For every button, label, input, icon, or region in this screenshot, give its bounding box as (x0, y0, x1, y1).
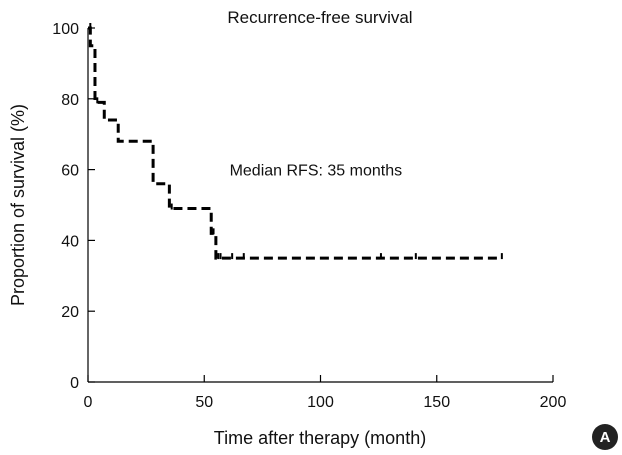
panel-badge-circle (592, 424, 618, 450)
y-tick-label: 100 (52, 21, 79, 38)
censor-marks (89, 23, 503, 260)
x-tick-label: 200 (540, 394, 567, 411)
y-tick-label: 0 (70, 375, 79, 392)
panel-badge-label: A (600, 429, 611, 446)
y-axis-ticks: 0 20 40 60 80 100 (52, 21, 95, 392)
x-axis-ticks: 0 50 100 150 200 (84, 375, 567, 411)
y-tick-label: 40 (61, 233, 79, 250)
median-rfs-annotation: Median RFS: 35 months (230, 163, 403, 180)
y-tick-label: 60 (61, 163, 79, 180)
chart-title: Recurrence-free survival (227, 8, 412, 27)
y-tick-label: 20 (61, 304, 79, 321)
survival-step-line (88, 26, 502, 260)
x-tick-label: 0 (84, 394, 93, 411)
x-tick-label: 100 (307, 394, 334, 411)
x-axis-title: Time after therapy (month) (214, 428, 426, 448)
x-tick-label: 150 (423, 394, 450, 411)
y-axis-title: Proportion of survival (%) (8, 104, 28, 306)
panel-badge: A (592, 424, 618, 450)
survival-series (88, 26, 502, 260)
y-tick-label: 80 (61, 92, 79, 109)
x-tick-label: 50 (195, 394, 213, 411)
chart-axes (87, 28, 553, 383)
